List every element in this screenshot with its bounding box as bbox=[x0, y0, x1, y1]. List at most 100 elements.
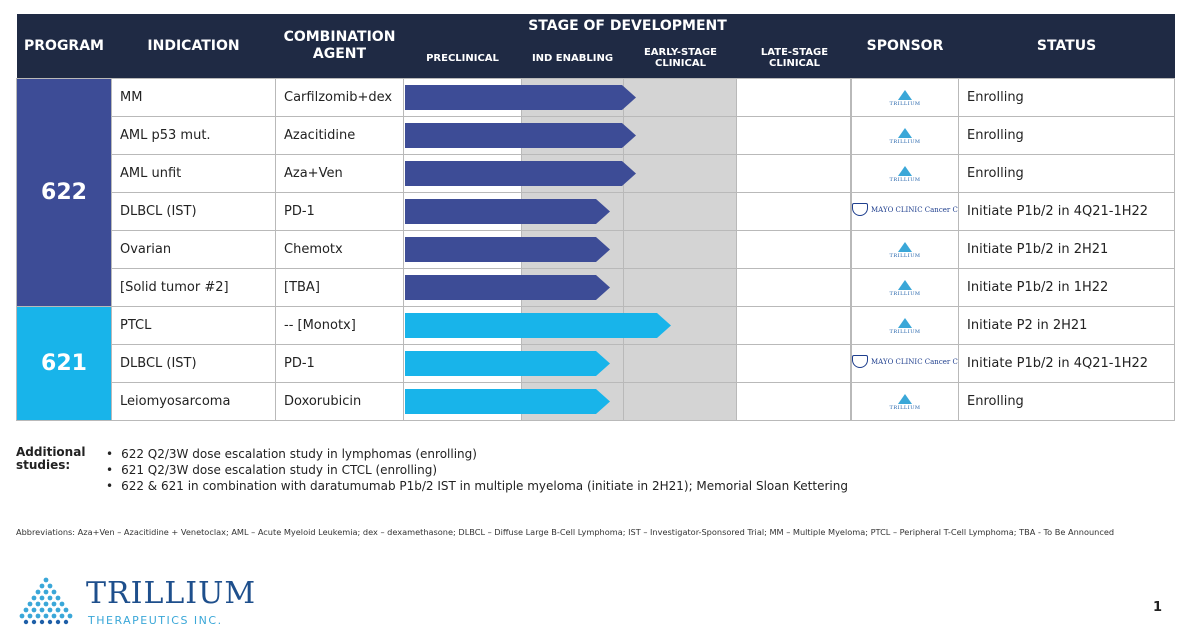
sponsor-name: MAYO CLINIC Cancer Center bbox=[871, 205, 958, 214]
pipeline-table: PROGRAM INDICATION COMBINATION AGENT STA… bbox=[16, 14, 1176, 421]
table-row: DLBCL (IST)PD-1 MAYO CLINIC Cancer Center… bbox=[17, 192, 1176, 231]
combination-cell: Carfilzomib+dex bbox=[275, 78, 404, 117]
additional-studies-label: Additional studies: bbox=[16, 445, 86, 472]
trillium-mini-logo: TRILLIUM bbox=[889, 317, 921, 335]
page-number: 1 bbox=[1153, 600, 1163, 615]
trillium-mini-logo: TRILLIUM bbox=[889, 165, 921, 183]
header-indication: INDICATION bbox=[111, 14, 276, 79]
indication-cell: [Solid tumor #2] bbox=[111, 268, 276, 307]
progress-arrow bbox=[405, 351, 610, 376]
study-item: 622 Q2/3W dose escalation study in lymph… bbox=[120, 446, 848, 462]
table-row: [Solid tumor #2] [TBA] TRILLIUM Initiate P1… bbox=[17, 268, 1176, 307]
combination-cell: [TBA] bbox=[275, 268, 404, 307]
indication-cell: DLBCL (IST) bbox=[111, 192, 276, 231]
trillium-mini-logo: TRILLIUM bbox=[889, 127, 921, 145]
trillium-triangle-icon bbox=[898, 89, 913, 100]
trillium-triangle-icon bbox=[898, 279, 913, 290]
sponsor-name: MAYO CLINIC Cancer Center bbox=[871, 357, 958, 366]
header-program: PROGRAM bbox=[16, 14, 112, 79]
sponsor-name: TRILLIUM bbox=[889, 138, 921, 145]
header-stage-ind: IND ENABLING bbox=[521, 38, 624, 79]
sponsor-cell: TRILLIUM bbox=[851, 306, 960, 345]
table-row: AML p53 mut. Azacitidine TRILLIUM Enrolling bbox=[17, 116, 1176, 155]
stage-cell bbox=[402, 154, 853, 193]
status-cell: Initiate P1b/2 in 4Q21-1H22 bbox=[958, 192, 1176, 231]
combination-cell: Azacitidine bbox=[275, 116, 404, 155]
table-row: Leiomyosarcoma Doxorubicin TRILLIUM Enrolli… bbox=[17, 382, 1176, 421]
sponsor-cell: TRILLIUM bbox=[851, 268, 960, 307]
trillium-mini-logo: TRILLIUM bbox=[890, 89, 921, 107]
sponsor-cell: TRILLIUM bbox=[851, 382, 960, 421]
sponsor-cell: TRILLIUM bbox=[851, 154, 960, 193]
table-row: DLBCL (IST)PD-1 MAYO CLINIC Cancer Center… bbox=[17, 344, 1176, 383]
indication-cell: DLBCL (IST) bbox=[111, 344, 276, 383]
sponsor-cell: MAYO CLINIC Cancer Center bbox=[851, 192, 960, 231]
header-stage-group: STAGE OF DEVELOPMENT bbox=[403, 14, 852, 38]
trillium-mini-logo: TRILLIUM bbox=[889, 393, 921, 411]
stage-cell bbox=[402, 268, 853, 307]
sponsor-name: TRILLIUM bbox=[889, 252, 921, 259]
sponsor-name: TRILLIUM bbox=[889, 176, 921, 183]
status-cell: Enrolling bbox=[958, 382, 1176, 421]
sponsor-name: TRILLIUM bbox=[889, 404, 921, 411]
combination-cell: Aza+Ven bbox=[275, 154, 404, 193]
abbreviations-text: Abbreviations: Aza+Ven – Azacitidine + V… bbox=[16, 527, 1115, 537]
combination-cell: PD-1 bbox=[275, 344, 404, 383]
sponsor-name: TRILLIUM bbox=[889, 290, 921, 297]
sponsor-cell: MAYO CLINIC Cancer Center bbox=[851, 344, 960, 383]
indication-cell: Leiomyosarcoma bbox=[111, 382, 276, 421]
status-cell: Initiate P2 in 2H21 bbox=[958, 306, 1176, 345]
progress-arrow bbox=[405, 85, 636, 110]
mayo-clinic-logo: MAYO CLINIC Cancer Center bbox=[852, 203, 958, 216]
progress-arrow bbox=[405, 199, 610, 224]
status-cell: Enrolling bbox=[958, 116, 1176, 155]
progress-arrow bbox=[405, 161, 636, 186]
combination-cell: -- [Monotx] bbox=[275, 306, 404, 345]
mayo-shield-icon bbox=[852, 355, 869, 368]
trillium-triangle-icon bbox=[898, 165, 913, 176]
indication-cell: Ovarian bbox=[111, 230, 276, 269]
stage-cell bbox=[402, 78, 853, 117]
stage-cell bbox=[402, 192, 853, 231]
header-combination: COMBINATION AGENT bbox=[275, 14, 404, 79]
sponsor-cell: TRILLIUM bbox=[851, 230, 960, 269]
indication-cell: AML p53 mut. bbox=[111, 116, 276, 155]
header-sponsor: SPONSOR bbox=[851, 14, 959, 79]
trillium-dots-icon bbox=[19, 577, 73, 625]
study-item: 621 Q2/3W dose escalation study in CTCL … bbox=[120, 462, 848, 478]
table-row: 621 PTCL -- [Monotx] TRILLIUM Initiate P2 in… bbox=[16, 306, 1176, 421]
header-stage-preclinical: PRECLINICAL bbox=[403, 38, 522, 79]
stage-cell bbox=[402, 230, 853, 269]
table-row: Ovarian Chemotx TRILLIUM Initiate P1b/2 in … bbox=[17, 230, 1176, 269]
indication-cell: AML unfit bbox=[111, 154, 276, 193]
stage-cell bbox=[402, 306, 853, 345]
progress-arrow bbox=[405, 237, 610, 262]
pipeline-table-wrap: PROGRAM INDICATION COMBINATION AGENT STA… bbox=[16, 14, 1176, 421]
table-row: AML unfit Aza+Ven TRILLIUM Enrolling bbox=[17, 154, 1176, 193]
pipeline-body: 622 MM Carfilzomib+dex TRILLIUM Enrolling AML… bbox=[16, 78, 1176, 421]
trillium-triangle-icon bbox=[898, 241, 913, 252]
header-stage-early: EARLY-STAGE CLINICAL bbox=[623, 38, 738, 79]
trillium-triangle-icon bbox=[898, 393, 913, 404]
indication-cell: MM bbox=[111, 78, 276, 117]
trillium-triangle-icon bbox=[898, 127, 913, 138]
progress-arrow bbox=[405, 389, 610, 414]
mayo-shield-icon bbox=[852, 203, 869, 216]
status-cell: Initiate P1b/2 in 1H22 bbox=[958, 268, 1176, 307]
progress-arrow bbox=[405, 123, 636, 148]
brand-tagline: THERAPEUTICS INC. bbox=[88, 614, 223, 627]
stage-cell bbox=[402, 344, 853, 383]
header-status: STATUS bbox=[958, 14, 1175, 79]
progress-arrow bbox=[405, 313, 671, 338]
brand-name: TRILLIUM bbox=[86, 576, 257, 611]
status-cell: Enrolling bbox=[958, 154, 1176, 193]
trillium-mini-logo: TRILLIUM bbox=[889, 279, 921, 297]
status-cell: Enrolling bbox=[958, 78, 1176, 117]
sponsor-cell: TRILLIUM bbox=[851, 78, 960, 117]
program-name: 621 bbox=[16, 306, 112, 421]
indication-cell: PTCL bbox=[111, 306, 276, 345]
status-cell: Initiate P1b/2 in 4Q21-1H22 bbox=[958, 344, 1176, 383]
sponsor-name: TRILLIUM bbox=[889, 328, 921, 335]
combination-cell: Doxorubicin bbox=[275, 382, 404, 421]
trillium-mini-logo: TRILLIUM bbox=[889, 241, 921, 259]
